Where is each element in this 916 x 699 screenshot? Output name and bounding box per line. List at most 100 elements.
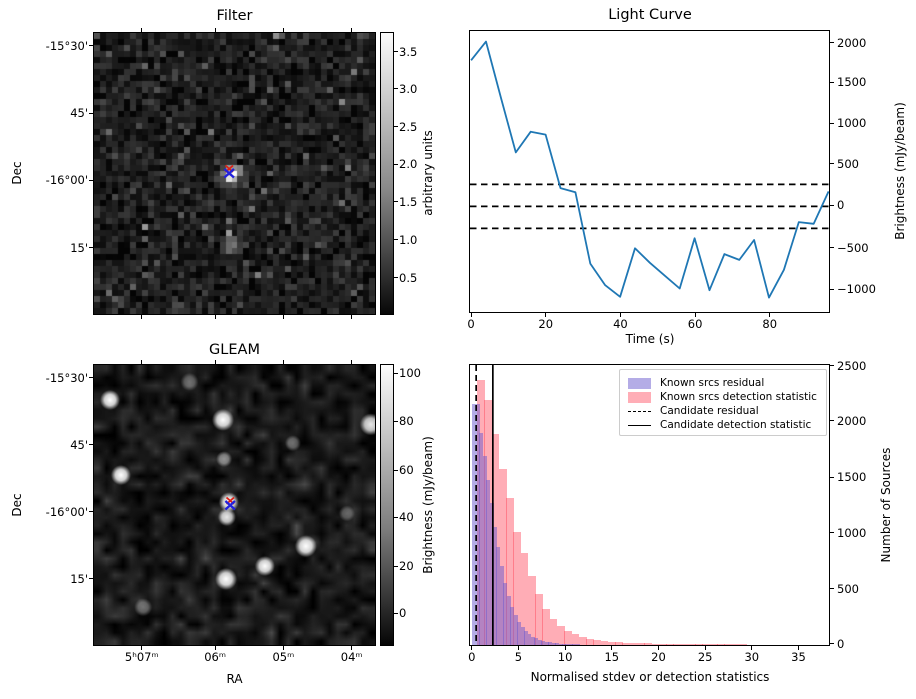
light-curve-xtick-label: 60: [687, 317, 703, 331]
tick-mark: [141, 360, 143, 364]
histogram-bar-residual: [565, 644, 570, 645]
histogram-bar-residual: [486, 479, 491, 645]
histogram-xtick-label: 35: [791, 650, 806, 664]
histogram-bar-detection: [615, 642, 623, 645]
histogram-bar-residual: [548, 642, 553, 645]
tick-mark: [141, 28, 143, 32]
histogram-bar-detection: [731, 644, 740, 645]
histogram-ytick-label: 0: [837, 636, 845, 651]
light-curve-ytick-label: −500: [837, 240, 869, 255]
histogram-ytick-label: 2500: [837, 358, 867, 373]
histogram-bar-residual: [503, 582, 508, 645]
histogram-bar-detection: [622, 642, 631, 645]
light-curve-plot: [470, 40, 829, 299]
histogram-x-axis-label: Normalised stdev or detection statistics: [530, 670, 770, 684]
filter-colorbar-tick-label: 2.5: [399, 119, 418, 134]
histogram-bar-detection: [535, 593, 543, 645]
histogram-bar-residual: [499, 565, 504, 645]
tick-mark: [214, 646, 216, 650]
tick-mark: [704, 646, 706, 650]
tick-mark: [282, 28, 284, 32]
histogram-bar-residual: [544, 641, 549, 645]
light-curve-xtick-label: 40: [613, 317, 628, 331]
gleam-xtick-label: 05ᵐ: [272, 650, 295, 664]
histogram-bar-detection: [738, 644, 747, 645]
histogram-bar-detection: [637, 643, 645, 645]
gleam-colorbar-gradient: [381, 365, 393, 645]
tick-mark: [282, 315, 284, 319]
tick-mark: [351, 315, 353, 319]
gleam-colorbar: [380, 364, 394, 646]
tick-mark: [797, 646, 799, 650]
histogram-bar-residual: [513, 615, 518, 645]
histogram-bar-residual: [568, 644, 573, 645]
tick-mark: [89, 578, 93, 580]
histogram-bar-residual: [496, 546, 501, 645]
histogram-bar-detection: [549, 619, 558, 645]
tick-mark: [89, 45, 93, 47]
filter-ytick-label: 15': [70, 240, 88, 255]
candidate-lines: [475, 365, 494, 645]
histogram-bar-residual: [551, 643, 556, 645]
histogram-bar-residual: [541, 640, 546, 645]
filter-colorbar-label: arbitrary units: [421, 130, 435, 216]
filter-ytick-label: -16°00': [45, 173, 88, 188]
histogram-bar-residual: [527, 634, 532, 645]
histogram-bar-detection: [607, 641, 616, 645]
histogram-bar-residual: [534, 638, 539, 645]
histogram-bar-detection: [513, 532, 522, 645]
histogram-bar-detection: [702, 644, 711, 645]
histogram-bar-detection: [709, 644, 718, 645]
tick-mark: [545, 313, 547, 317]
gleam-xtick-label: 5ʰ07ᵐ: [124, 650, 159, 664]
tick-mark: [394, 126, 398, 128]
light-curve-ytick-label: 500: [837, 156, 859, 171]
legend-patch-swatch: [628, 391, 651, 403]
gleam-colorbar-tick-label: 80: [399, 414, 414, 428]
histogram-bar-detection: [578, 636, 587, 645]
gleam-colorbar-tick-label: 0: [399, 606, 407, 621]
filter-colorbar-tick-label: 0.5: [399, 270, 418, 285]
legend-item-0: Known srcs residual: [628, 376, 818, 390]
histogram-bar-residual: [572, 644, 577, 645]
histogram-xtick-label: 15: [604, 650, 620, 664]
histogram-bar-detection: [717, 644, 725, 645]
histogram-ytick-label: 1000: [837, 525, 867, 540]
histogram-bar-detection: [593, 640, 602, 645]
tick-mark: [89, 112, 93, 114]
legend-item-3: Candidate detection statistic: [628, 418, 818, 432]
histogram-bar-residual: [493, 526, 497, 645]
num-sources-axis-label: Number of Sources: [879, 447, 893, 563]
tick-mark: [89, 377, 93, 379]
filter-colorbar-tick-label: 1.0: [399, 232, 418, 247]
filter-colorbar: [380, 32, 394, 315]
tick-mark: [830, 247, 834, 249]
gleam-title: GLEAM: [209, 342, 260, 358]
legend-label: Candidate residual: [660, 405, 759, 417]
tick-mark: [394, 516, 398, 518]
tick-mark: [830, 81, 834, 83]
histogram-bar-detection: [651, 643, 660, 645]
histogram-bar-detection: [506, 497, 514, 645]
ra-axis-label: RA: [226, 672, 243, 686]
brightness-axis-label: Brightness (mJy/beam): [893, 102, 907, 240]
light-curve-xtick-label: 80: [762, 317, 778, 331]
histogram-bar-residual: [575, 644, 580, 645]
histogram-bar-residual: [506, 595, 511, 645]
light-curve-title: Light Curve: [608, 7, 692, 23]
light-curve-panel: [469, 30, 830, 313]
light-curve-ytick-label: −1000: [837, 282, 876, 297]
tick-mark: [694, 313, 696, 317]
histogram-bar-residual: [510, 606, 515, 645]
tick-mark: [351, 28, 353, 32]
filter-colorbar-gradient: [381, 33, 393, 314]
light-curve-ytick-label: 1500: [837, 75, 867, 90]
tick-mark: [619, 313, 621, 317]
light-curve-ytick-label: 2000: [837, 35, 867, 50]
tick-mark: [351, 646, 353, 650]
histogram-bar-residual: [475, 404, 480, 645]
gleam-xtick-label: 06ᵐ: [204, 650, 227, 664]
tick-mark: [214, 315, 216, 319]
tick-mark: [830, 288, 834, 290]
